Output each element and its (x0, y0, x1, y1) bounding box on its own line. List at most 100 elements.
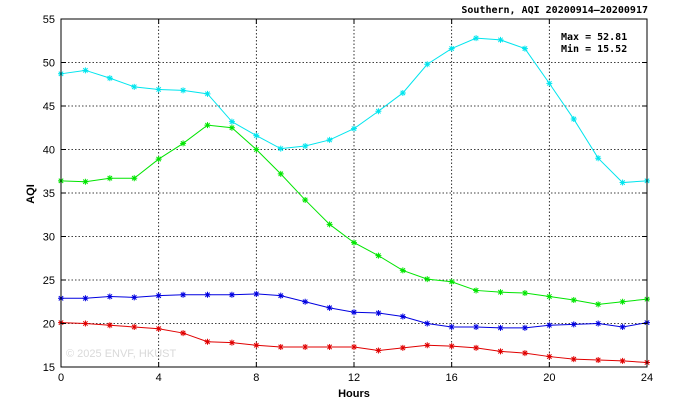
data-point (326, 343, 333, 350)
data-point (155, 292, 162, 299)
data-point (326, 136, 333, 143)
data-point (277, 343, 284, 350)
data-point (595, 155, 602, 162)
data-point (424, 276, 431, 283)
series-group (58, 35, 650, 366)
data-point (131, 294, 138, 301)
data-point (155, 156, 162, 163)
data-point (204, 90, 211, 97)
data-point (351, 125, 357, 132)
y-tick-label: 20 (43, 319, 55, 331)
data-point (106, 75, 113, 82)
data-point (351, 343, 357, 350)
data-point (595, 357, 602, 364)
data-point (228, 118, 235, 125)
data-point (595, 301, 602, 308)
data-point (82, 178, 89, 185)
data-point (326, 221, 333, 228)
data-point (253, 342, 260, 349)
data-point (619, 298, 626, 305)
data-point (521, 350, 528, 357)
data-point (106, 293, 113, 300)
data-point (473, 287, 480, 294)
min-annotation: Min = 15.52 (561, 43, 627, 55)
y-tick-label: 45 (43, 101, 55, 113)
data-point (424, 342, 431, 349)
data-point (546, 322, 553, 329)
data-point (253, 146, 260, 153)
data-point (277, 292, 284, 299)
series-2 (58, 122, 650, 308)
data-point (497, 348, 504, 355)
data-point (302, 343, 309, 350)
axis-ticks: 0 4 8 12 16 20 24 15 20 25 30 35 40 45 50 55 (43, 14, 653, 384)
data-point (253, 290, 260, 297)
data-point (106, 175, 113, 182)
data-point (521, 324, 528, 331)
data-point (424, 61, 431, 68)
data-point (619, 179, 626, 186)
data-point (277, 170, 284, 177)
data-point (351, 239, 357, 246)
data-point (546, 353, 553, 360)
data-point (253, 132, 260, 139)
y-tick-label: 55 (43, 14, 55, 26)
data-point (106, 322, 113, 329)
data-point (546, 293, 553, 300)
data-point (546, 80, 553, 87)
data-point (82, 295, 89, 302)
data-point (302, 143, 309, 150)
data-point (277, 145, 284, 152)
x-tick-label: 20 (543, 372, 555, 384)
data-point (497, 289, 504, 296)
x-tick-label: 4 (156, 372, 162, 384)
data-point (326, 304, 333, 311)
data-point (131, 323, 138, 330)
data-point (375, 347, 382, 354)
y-tick-label: 30 (43, 232, 55, 244)
data-point (375, 252, 382, 259)
y-tick-label: 35 (43, 188, 55, 200)
data-point (399, 313, 406, 320)
data-point (619, 323, 626, 330)
data-point (448, 45, 455, 52)
data-point (155, 325, 162, 332)
data-point (448, 343, 455, 350)
data-point (521, 290, 528, 297)
data-point (228, 124, 235, 131)
chart-title: Southern, AQI 20200914–20200917 (461, 5, 648, 16)
data-point (448, 323, 455, 330)
data-point (155, 86, 162, 93)
data-point (399, 344, 406, 351)
data-point (473, 35, 480, 42)
data-point (497, 36, 504, 43)
data-point (180, 140, 187, 147)
data-point (180, 291, 187, 298)
data-point (570, 356, 577, 363)
y-tick-label: 15 (43, 362, 55, 374)
data-point (473, 344, 480, 351)
y-tick-label: 25 (43, 275, 55, 287)
y-tick-label: 40 (43, 145, 55, 157)
data-point (448, 278, 455, 285)
max-annotation: Max = 52.81 (561, 32, 627, 43)
data-point (570, 297, 577, 304)
data-point (399, 267, 406, 274)
data-point (570, 116, 577, 123)
x-tick-label: 12 (348, 372, 360, 384)
data-point (82, 67, 89, 74)
data-point (375, 310, 382, 317)
data-point (204, 122, 211, 129)
data-point (521, 45, 528, 52)
data-point (302, 298, 309, 305)
data-point (351, 309, 357, 316)
data-point (375, 108, 382, 115)
x-axis-title: Hours (338, 388, 370, 400)
data-point (82, 320, 89, 327)
data-point (131, 175, 138, 182)
x-tick-label: 24 (641, 372, 653, 384)
series-4 (58, 319, 650, 366)
data-point (497, 324, 504, 331)
data-point (595, 320, 602, 327)
